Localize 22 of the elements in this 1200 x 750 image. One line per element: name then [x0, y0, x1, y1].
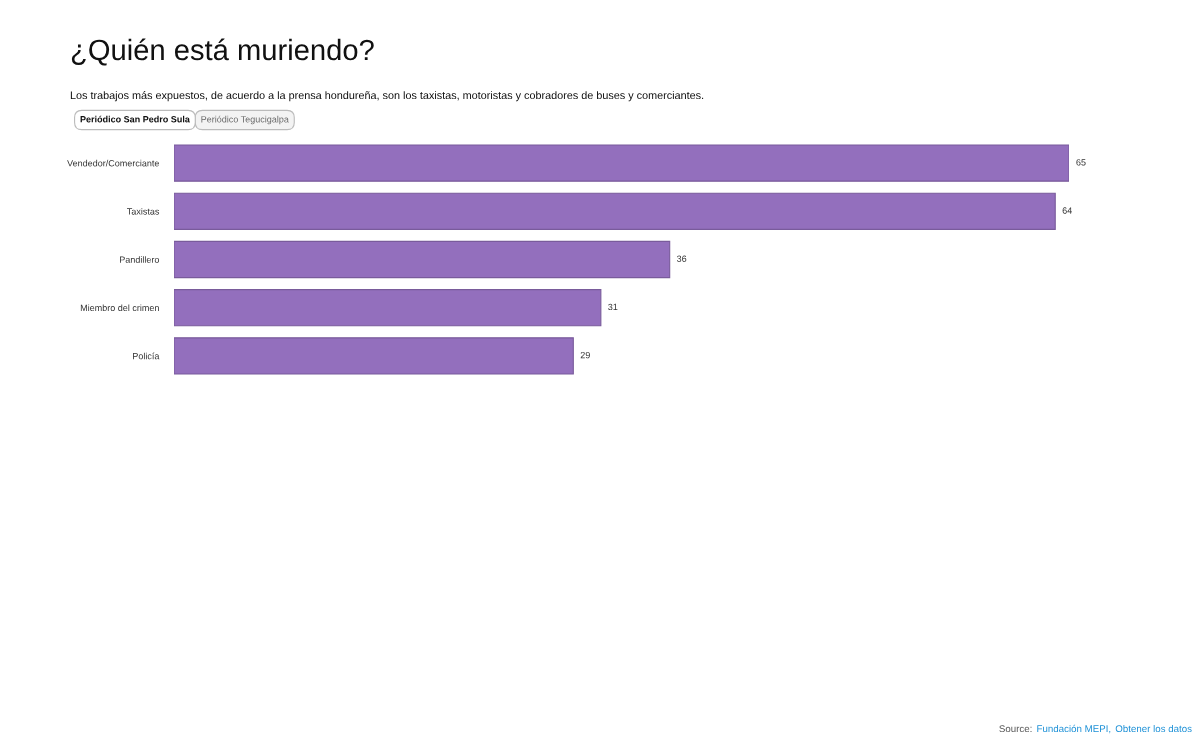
data-label: 29 [580, 351, 590, 359]
bar [174, 337, 574, 375]
data-label: 31 [608, 303, 618, 311]
data-label: 64 [1062, 207, 1072, 214]
text: Periódico Tegucigalpa [201, 115, 289, 125]
chart-subtitle: Los trabajos más expuestos, de acuerdo a la prensa hondureña, son los taxistas, motoristas y cobradores de buses y comerciantes. [70, 91, 704, 102]
y-tick-label: Miembro del crimen [80, 304, 159, 312]
text: Periódico San Pedro Sula [80, 115, 190, 123]
bar [174, 289, 602, 327]
source-note: Source: [999, 725, 1032, 733]
y-tick-label: Pandillero [120, 256, 160, 263]
bar [174, 192, 1056, 230]
bar [174, 240, 671, 279]
y-tick-label: Policía [133, 352, 160, 360]
y-tick-label: Vendedor/Comerciante [67, 159, 160, 167]
data-label: 65 [1076, 159, 1086, 166]
chart-title: ¿Quién está muriendo? [71, 38, 374, 66]
data-label: 36 [676, 255, 687, 262]
y-tick-label: Taxistas [127, 208, 160, 215]
text: Fundación MEPI, [1037, 724, 1111, 734]
bar [174, 144, 1069, 182]
text: Obtener los datos [1115, 724, 1192, 733]
